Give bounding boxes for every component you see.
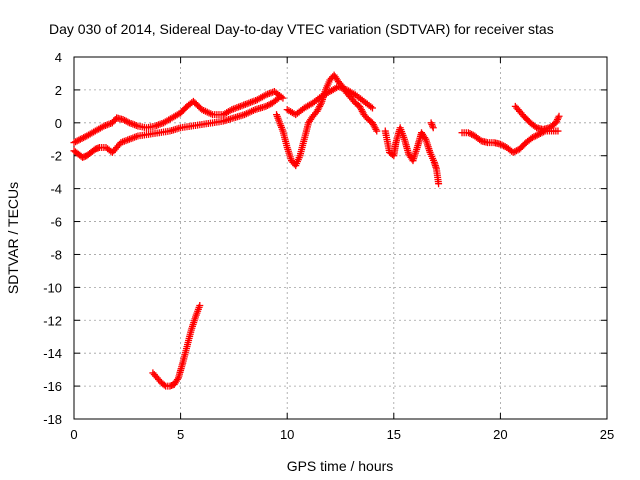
chart-title: Day 030 of 2014, Sidereal Day-to-day VTE… [49,21,554,37]
y-tick-label: 4 [55,50,62,65]
series-main-band-upper [70,88,287,147]
data-point [80,134,88,142]
x-tick-label: 15 [387,427,401,442]
data-point [72,138,80,146]
data-point [428,120,436,128]
x-tick-label: 10 [280,427,294,442]
data-point [512,147,520,155]
data-point [122,117,130,125]
y-tick-label: -4 [50,182,62,197]
y-tick-label: 0 [55,116,62,131]
data-point [263,102,271,110]
y-tick-label: -12 [43,313,62,328]
series-afternoon-scatter [381,124,443,188]
tick-labels: 0 5 10 15 20 25 -18 -16 -14 -12 -10 -8 -6 -4 -2 0 2 4 [43,50,614,442]
data-point [555,112,563,120]
data-point [368,104,376,112]
data-point [535,130,543,138]
data-point [429,124,437,132]
data-point [70,139,78,147]
series-isolated-arc [149,301,204,390]
data-point [476,136,484,144]
data-point [76,135,84,143]
y-tick-label: -16 [43,379,62,394]
y-tick-label: -14 [43,346,62,361]
data-point [316,101,324,109]
y-tick-label: -18 [43,412,62,427]
data-point [554,114,562,122]
data-point [73,137,81,145]
series-afternoon-isolated [427,119,437,132]
x-tick-label: 0 [70,427,77,442]
data-point [552,119,560,127]
data-point [196,301,204,309]
data-point [429,122,437,130]
data-point [121,116,129,124]
series-band-to-noon-upper [283,83,376,119]
y-axis-label: SDTVAR / TECUs [5,182,21,294]
data-point [533,131,541,139]
data-point [498,141,506,149]
data-point [500,142,508,150]
data-point [466,130,474,138]
y-tick-label: -6 [50,215,62,230]
series-main-band-lower [70,94,283,161]
data-point [421,134,429,142]
data-point [553,117,561,125]
x-tick-label: 5 [177,427,184,442]
data-point [435,180,443,188]
data-point [553,116,561,124]
data-point [279,94,287,102]
plot-frame [73,56,608,420]
data-point [427,119,435,127]
data-point [509,148,517,156]
data-point [273,95,281,103]
data-point [528,134,536,142]
data-point [554,127,562,135]
grid-lines [74,57,607,419]
data-point [119,116,127,124]
x-tick-label: 25 [600,427,614,442]
axis-ticks [73,56,608,420]
data-point [75,136,83,144]
x-tick-label: 20 [493,427,507,442]
y-tick-label: 2 [55,83,62,98]
data-point [124,118,132,126]
y-tick-label: -2 [50,149,62,164]
x-axis-label: GPS time / hours [287,458,394,474]
data-point [111,116,119,124]
data-point [173,376,181,384]
y-tick-label: -10 [43,280,62,295]
data-point [531,123,539,131]
series-evening-upper-v [511,102,563,133]
series-band-to-noon [273,71,381,170]
data-point [530,133,538,141]
y-tick-label: -8 [50,247,62,262]
data-point [464,129,472,137]
data-point [262,102,270,110]
data-point [78,134,86,142]
data-point [265,101,273,109]
data-points [70,71,563,390]
data-point [372,125,380,133]
data-point [160,381,168,389]
data-point [532,132,540,140]
data-point [496,140,504,148]
data-point [511,148,519,156]
data-point [373,127,381,135]
data-point [468,130,476,138]
